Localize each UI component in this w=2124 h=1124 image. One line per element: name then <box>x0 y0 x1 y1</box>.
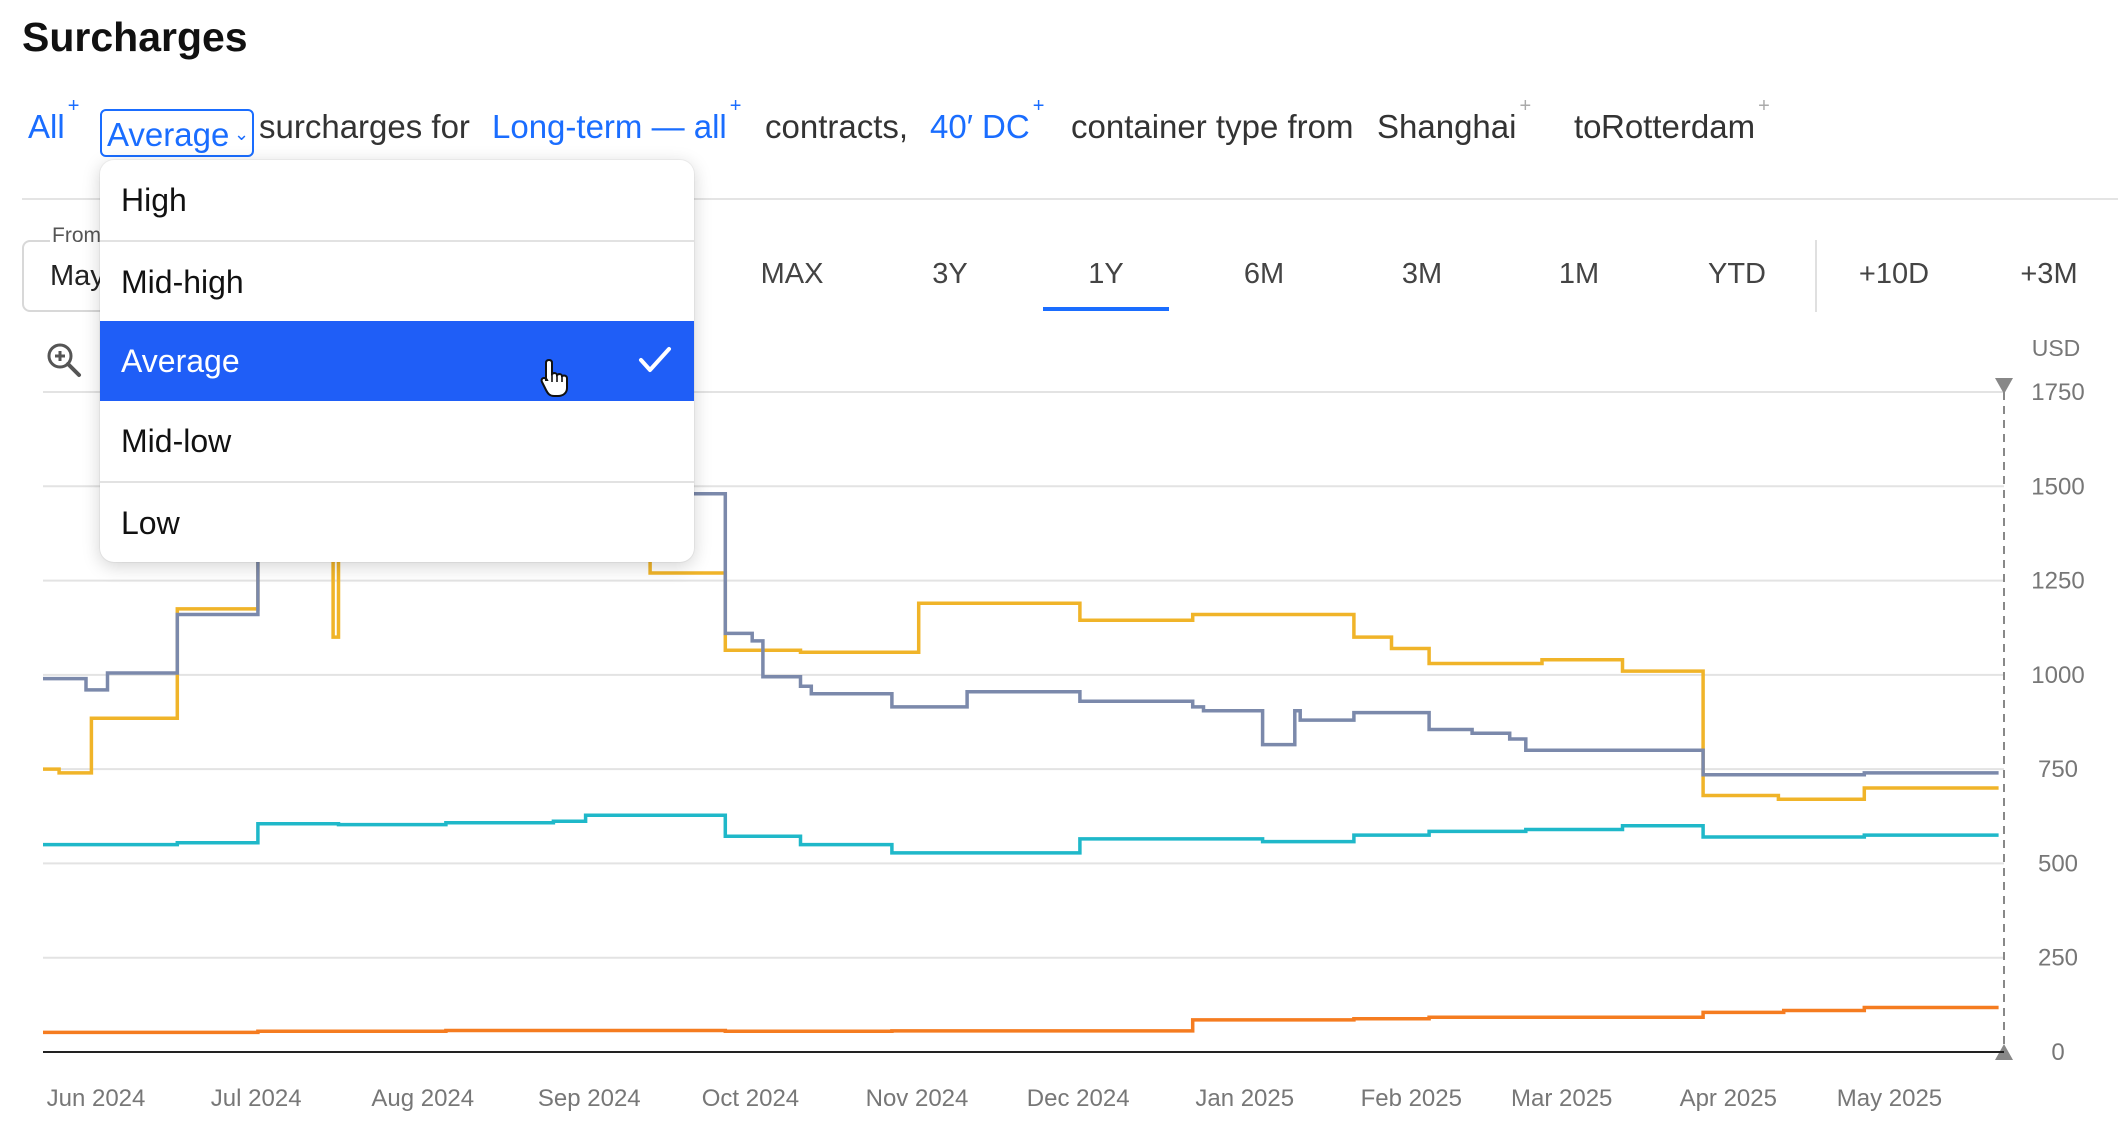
dropdown-option-high[interactable]: High <box>100 160 694 240</box>
x-tick-label: Jan 2025 <box>1195 1085 1294 1112</box>
series-line-1 <box>43 484 1999 802</box>
dropdown-option-mid-high[interactable]: Mid-high <box>100 240 694 320</box>
contract-plus-icon: + <box>729 95 742 117</box>
checkmark-icon <box>639 347 671 372</box>
x-tick-label: Nov 2024 <box>866 1085 969 1112</box>
x-tick-label: Mar 2025 <box>1511 1085 1612 1112</box>
x-tick-label: Jun 2024 <box>47 1085 146 1112</box>
dropdown-option-label: Mid-low <box>121 423 232 459</box>
text-container-type-from: container type from <box>1071 108 1354 145</box>
x-axis-ticks: Jun 2024 Jul 2024 Aug 2024 Sep 2024 Oct 2024… <box>47 1085 1943 1112</box>
aggregation-dropdown-menu: High Mid-high Average Mid-low Low <box>100 160 694 562</box>
container-filter-label: 40′ DC <box>930 108 1030 145</box>
x-tick-label: Aug 2024 <box>371 1085 474 1112</box>
x-tick-label: Dec 2024 <box>1027 1085 1130 1112</box>
scope-plus-icon: + <box>67 95 80 117</box>
y-axis-unit: USD <box>2032 335 2081 361</box>
series-line-4 <box>43 1005 1999 1035</box>
container-plus-icon: + <box>1032 95 1045 117</box>
range-plus3m-button[interactable]: +3M <box>2020 258 2078 290</box>
hand-pointer-icon <box>540 358 568 397</box>
scope-filter[interactable]: All+ <box>28 95 79 146</box>
range-ytd-button[interactable]: YTD <box>1708 258 1766 290</box>
container-filter[interactable]: 40′ DC+ <box>930 95 1044 146</box>
x-tick-label: Oct 2024 <box>702 1085 799 1112</box>
destination-filter[interactable]: Rotterdam+ <box>1601 95 1770 146</box>
origin-filter[interactable]: Shanghai+ <box>1377 95 1531 146</box>
range-6m-button[interactable]: 6M <box>1243 258 1285 290</box>
x-tick-label: Feb 2025 <box>1361 1085 1462 1112</box>
origin-filter-label: Shanghai <box>1377 108 1517 145</box>
x-tick-label: Apr 2025 <box>1680 1085 1777 1112</box>
range-separator <box>1815 240 1817 312</box>
range-max-button[interactable]: MAX <box>760 258 824 290</box>
y-tick-label: 1500 <box>2031 473 2084 500</box>
range-plus10d-button[interactable]: +10D <box>1858 258 1930 290</box>
range-3y-button[interactable]: 3Y <box>932 258 968 290</box>
scope-filter-label: All <box>28 108 65 145</box>
y-tick-label: 0 <box>2051 1039 2064 1066</box>
text-contracts: contracts, <box>765 108 909 145</box>
range-1y-button[interactable]: 1Y <box>1088 258 1124 290</box>
page-title: Surcharges <box>22 14 248 60</box>
active-range-indicator <box>1043 307 1169 311</box>
dropdown-option-mid-low[interactable]: Mid-low <box>100 401 694 481</box>
series-line-3 <box>43 813 1999 855</box>
y-tick-label: 1000 <box>2031 662 2084 689</box>
from-date-label: From <box>50 224 103 248</box>
x-tick-label: May 2025 <box>1837 1085 1942 1112</box>
y-tick-label: 750 <box>2038 756 2078 783</box>
y-tick-label: 250 <box>2038 945 2078 972</box>
range-1m-button[interactable]: 1M <box>1558 258 1600 290</box>
zoom-in-icon[interactable] <box>46 342 82 378</box>
dropdown-option-label: Mid-high <box>121 264 244 300</box>
y-tick-label: 1750 <box>2031 379 2084 406</box>
x-tick-label: Sep 2024 <box>538 1085 641 1112</box>
dropdown-option-average[interactable]: Average <box>100 321 694 401</box>
from-date-value: May <box>50 260 105 292</box>
dropdown-option-label: Low <box>121 505 180 541</box>
marker-top-triangle-icon <box>1995 378 2013 394</box>
range-3m-button[interactable]: 3M <box>1401 258 1443 290</box>
dropdown-option-label: Average <box>121 343 240 379</box>
chart-series <box>43 484 1999 1035</box>
text-to: to <box>1574 108 1602 145</box>
x-tick-label: Jul 2024 <box>211 1085 302 1112</box>
divider <box>22 198 2118 200</box>
dropdown-option-label: High <box>121 182 187 218</box>
destination-plus-icon: + <box>1758 95 1770 117</box>
chevron-down-icon: ⌄ <box>234 124 250 144</box>
text-surcharges-for: surcharges for <box>259 108 470 145</box>
destination-filter-label: Rotterdam <box>1601 108 1756 145</box>
aggregation-dropdown-value: Average <box>107 116 230 153</box>
origin-plus-icon: + <box>1519 95 1532 117</box>
dropdown-option-low[interactable]: Low <box>100 481 694 561</box>
y-tick-label: 500 <box>2038 850 2078 877</box>
contract-filter-label: Long-term — all <box>492 108 727 145</box>
contract-filter[interactable]: Long-term — all+ <box>492 95 741 146</box>
aggregation-dropdown-trigger[interactable] <box>100 109 254 157</box>
y-tick-label: 1250 <box>2031 568 2084 595</box>
y-axis-ticks: 0 250 500 750 1000 1250 1500 1750 <box>2031 379 2084 1066</box>
